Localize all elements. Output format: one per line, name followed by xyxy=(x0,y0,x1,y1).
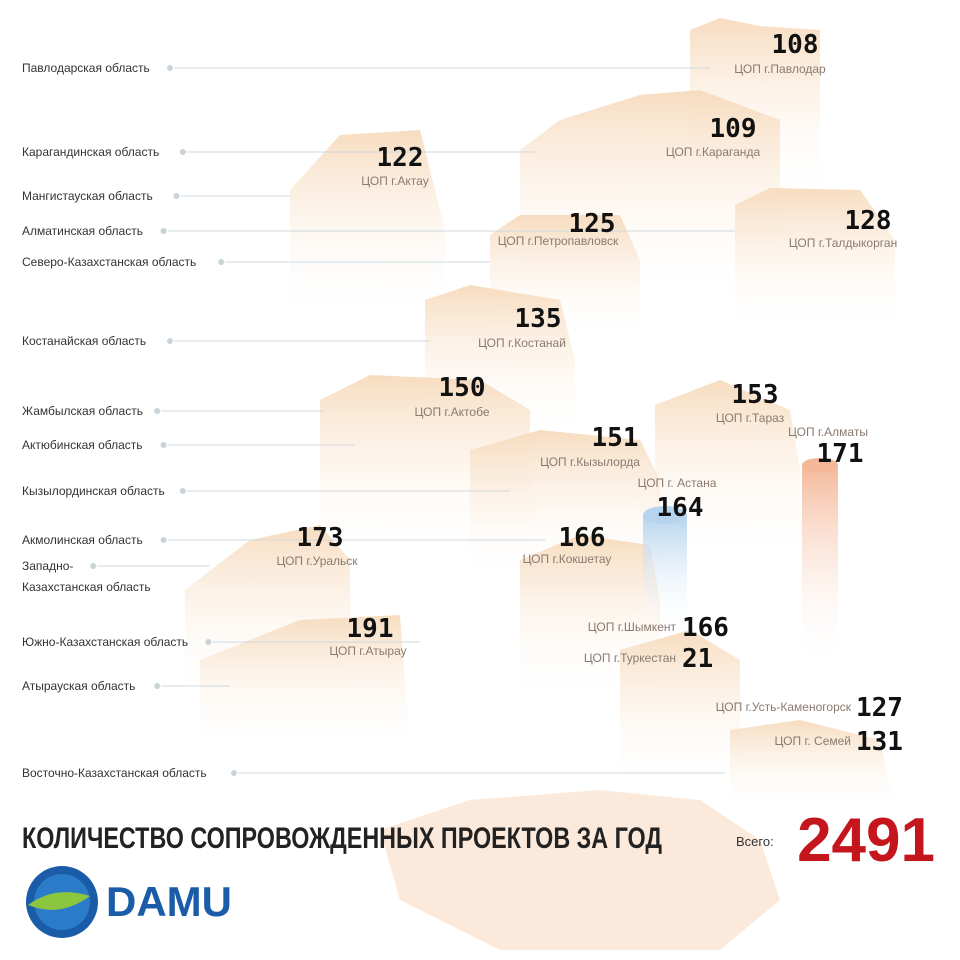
center-value: 191 xyxy=(347,614,394,644)
connector-dot xyxy=(205,639,212,645)
center-label: ЦОП г.Алматы xyxy=(788,425,868,439)
center-label: ЦОП г.Тараз xyxy=(716,411,785,425)
center-label: ЦОП г.Кокшетау xyxy=(523,552,612,566)
connector-dot xyxy=(90,563,97,569)
center-label: ЦОП г.Актобе xyxy=(415,405,490,419)
center-value: 21 xyxy=(682,644,713,674)
region-label: Костанайская область xyxy=(22,334,146,348)
connector-dot xyxy=(231,770,237,776)
region-label: Атырауская область xyxy=(22,679,135,693)
total-label: Всего: xyxy=(736,834,774,849)
region-label: Павлодарская область xyxy=(22,61,150,75)
region-label: Восточно-Казахстанская область xyxy=(22,766,207,780)
connector-dot xyxy=(160,537,167,543)
center-value: 173 xyxy=(297,523,344,553)
region-label: Кызылординская область xyxy=(22,484,165,498)
region-label-line: Акмолинская область xyxy=(22,533,143,547)
region-label-line: Южно-Казахстанская область xyxy=(22,635,188,649)
logo-text: DAMU xyxy=(106,878,232,925)
center-value: 127 xyxy=(856,693,903,723)
connector-dot xyxy=(173,193,180,199)
center-label: ЦОП г. Семей xyxy=(775,734,851,748)
connector-dot xyxy=(179,488,186,494)
center-label: ЦОП г.Актау xyxy=(361,174,428,188)
logo: DAMU xyxy=(26,866,232,938)
center-label: ЦОП г.Уральск xyxy=(276,554,358,568)
connector-dot xyxy=(160,442,167,448)
connector-dot xyxy=(154,408,161,414)
region-label-line: Карагандинская область xyxy=(22,145,159,159)
connector-dot xyxy=(218,259,225,265)
region-label: Жамбылская область xyxy=(22,404,143,418)
center-value: 150 xyxy=(439,373,486,403)
center-label: ЦОП г.Костанай xyxy=(478,336,566,350)
center-value: 164 xyxy=(657,493,704,523)
region-label-line: Атырауская область xyxy=(22,679,135,693)
region-label: Актюбинская область xyxy=(22,438,143,452)
region-label: Южно-Казахстанская область xyxy=(22,635,188,649)
center-label: ЦОП г.Талдыкорган xyxy=(789,236,897,250)
center-value: 171 xyxy=(817,439,864,469)
region-label-line: Павлодарская область xyxy=(22,61,150,75)
region-label-line: Северо-Казахстанская область xyxy=(22,255,196,269)
center-label: ЦОП г.Туркестан xyxy=(584,651,676,665)
center-label: ЦОП г. Астана xyxy=(638,476,717,490)
center-value: 108 xyxy=(772,30,819,60)
region-label-line: Мангистауская область xyxy=(22,189,153,203)
center-value: 166 xyxy=(559,523,606,553)
region-label-line: Костанайская область xyxy=(22,334,146,348)
region-label-line: Кызылординская область xyxy=(22,484,165,498)
center-value: 131 xyxy=(856,727,903,757)
center-label: ЦОП г.Петропавловск xyxy=(498,234,619,248)
region-label-line: Западно- xyxy=(22,559,73,573)
center-label: ЦОП г.Атырау xyxy=(329,644,406,658)
region-label-line: Жамбылская область xyxy=(22,404,143,418)
region-label: Западно- Казахстанская область xyxy=(22,559,151,594)
center-label: ЦОП г.Караганда xyxy=(666,145,761,159)
region-label: Акмолинская область xyxy=(22,533,143,547)
region-label: Северо-Казахстанская область xyxy=(22,255,196,269)
center-label: ЦОП г.Шымкент xyxy=(588,620,677,634)
region-label-line: Алматинская область xyxy=(22,224,143,238)
region-label-line: Казахстанская область xyxy=(22,580,151,594)
title: КОЛИЧЕСТВО СОПРОВОЖДЕННЫХ ПРОЕКТОВ ЗА ГО… xyxy=(22,822,662,855)
connector-dot xyxy=(154,683,161,689)
region-label: Мангистауская область xyxy=(22,189,153,203)
center-label: ЦОП г.Кызылорда xyxy=(540,455,640,469)
region-label-line: Актюбинская область xyxy=(22,438,143,452)
region-label: Алматинская область xyxy=(22,224,143,238)
center-label: ЦОП г.Павлодар xyxy=(734,62,826,76)
center-value: 153 xyxy=(732,380,779,410)
connector-dot xyxy=(179,149,186,155)
connector-dot xyxy=(160,228,167,234)
center-value: 122 xyxy=(377,143,424,173)
map-blocks xyxy=(185,18,895,950)
center-value: 125 xyxy=(569,209,616,239)
region-label-line: Восточно-Казахстанская область xyxy=(22,766,207,780)
center-value: 135 xyxy=(515,304,562,334)
center-value: 151 xyxy=(592,423,639,453)
connector-dot xyxy=(167,65,173,71)
total: 2491 xyxy=(797,806,935,875)
center-value: 109 xyxy=(710,114,757,144)
center-label: ЦОП г.Усть-Каменогорск xyxy=(716,700,852,714)
region-label: Карагандинская область xyxy=(22,145,159,159)
center-value: 166 xyxy=(682,613,729,643)
connector-dot xyxy=(167,338,173,344)
center-value: 128 xyxy=(845,206,892,236)
